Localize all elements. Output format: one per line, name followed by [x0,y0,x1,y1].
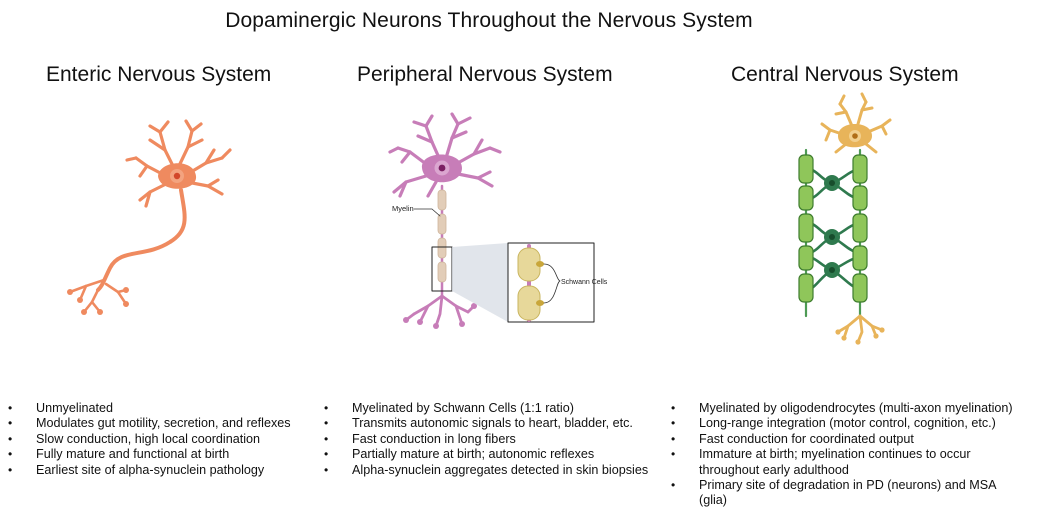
peripheral-neuron-illustration [388,112,595,329]
peripheral-bullet-list: Myelinated by Schwann Cells (1:1 ratio) … [324,401,648,478]
enteric-neuron-illustration [67,119,232,315]
list-item: Myelinated by oligodendrocytes (multi-ax… [671,401,1023,417]
list-item: Primary site of degradation in PD (neuro… [671,478,1023,509]
list-item: Slow conduction, high local coordination [8,432,291,448]
list-item: Fast conduction for coordinated output [671,432,1023,448]
list-item: Earliest site of alpha-synuclein patholo… [8,463,291,479]
list-item: Fast conduction in long fibers [324,432,648,448]
list-item: Long-range integration (motor control, c… [671,416,1023,432]
list-item: Unmyelinated [8,401,291,417]
list-item: Alpha-synuclein aggregates detected in s… [324,463,648,479]
central-heading: Central Nervous System [731,63,959,86]
central-bullet-list: Myelinated by oligodendrocytes (multi-ax… [671,401,1023,509]
schwann-cells-label: Schwann Cells [561,279,608,286]
list-item: Modulates gut motility, secretion, and r… [8,416,291,432]
list-item: Fully mature and functional at birth [8,447,291,463]
myelin-label: Myelin [392,204,414,213]
list-item: Myelinated by Schwann Cells (1:1 ratio) [324,401,648,417]
enteric-heading: Enteric Nervous System [46,63,272,86]
list-item: Immature at birth; myelination continues… [671,447,1023,478]
peripheral-heading: Peripheral Nervous System [357,63,613,86]
list-item: Partially mature at birth; autonomic ref… [324,447,648,463]
page-title: Dopaminergic Neurons Throughout the Nerv… [225,9,753,32]
central-neuron-illustration [798,92,892,345]
enteric-bullet-list: Unmyelinated Modulates gut motility, sec… [8,401,291,478]
list-item: Transmits autonomic signals to heart, bl… [324,416,648,432]
